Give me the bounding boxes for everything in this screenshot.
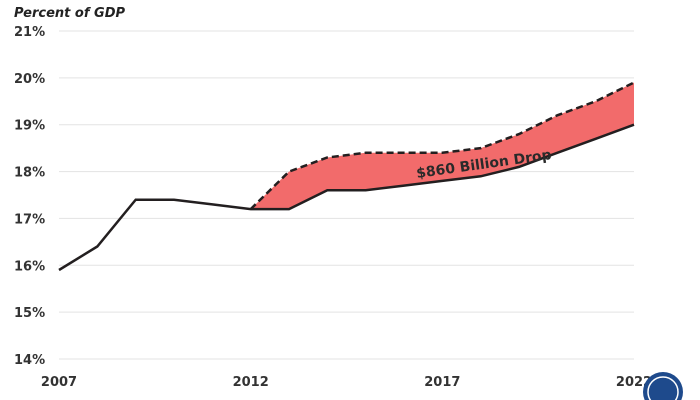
x-tick-label: 2017	[424, 375, 460, 390]
y-tick-label: 14%	[14, 353, 45, 368]
y-tick-label: 17%	[14, 212, 45, 227]
y-tick-label: 19%	[14, 119, 45, 134]
y-axis-label: Percent of GDP	[14, 6, 125, 21]
x-tick-label: 2007	[41, 375, 77, 390]
x-tick-label: 2022	[616, 375, 652, 390]
series-line-actual	[58, 123, 635, 272]
y-tick-label: 20%	[14, 72, 45, 87]
series-line-projected	[249, 81, 635, 210]
gap-area	[250, 82, 634, 210]
y-tick-label: 15%	[14, 306, 45, 321]
y-tick-label: 16%	[14, 259, 45, 274]
logo-badge	[643, 372, 683, 400]
y-tick-label: 18%	[14, 166, 45, 181]
y-tick-label: 21%	[14, 25, 45, 40]
x-tick-label: 2012	[233, 375, 269, 390]
